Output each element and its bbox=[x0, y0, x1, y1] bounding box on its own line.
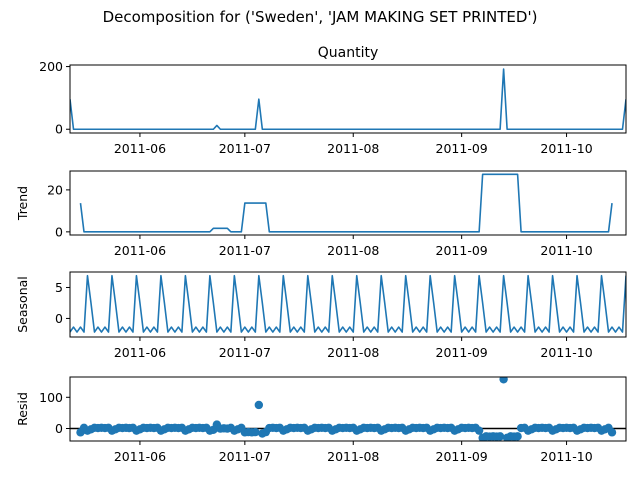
xtick-label-observed-2011-06: 2011-06 bbox=[114, 141, 166, 156]
xtick-label-observed-2011-10: 2011-10 bbox=[540, 141, 592, 156]
panel-trend: 0 20 2011-06 2011-07 2011-08 2011-09 2011-10 Tr… bbox=[15, 170, 627, 258]
ytick-label-seasonal-5: 5 bbox=[55, 280, 63, 295]
series-observed bbox=[70, 68, 626, 131]
resid-point-120 bbox=[495, 432, 505, 441]
resid-point-125 bbox=[513, 432, 522, 441]
ylabel-seasonal: Seasonal bbox=[15, 276, 30, 333]
line-observed bbox=[70, 68, 626, 131]
line-seasonal bbox=[70, 274, 626, 333]
ytick-label-seasonal-0: 0 bbox=[55, 311, 63, 326]
xtick-label-seasonal-2011-08: 2011-08 bbox=[327, 345, 379, 360]
series-seasonal bbox=[70, 274, 626, 333]
xtick-label-observed-2011-07: 2011-07 bbox=[219, 141, 271, 156]
ytick-label-resid-100: 100 bbox=[39, 390, 63, 405]
resid-point-152 bbox=[607, 428, 617, 437]
xtick-label-resid-2011-07: 2011-07 bbox=[219, 449, 271, 464]
panel-seasonal: 0 5 2011-06 2011-07 2011-08 2011-09 2011-10 Sea… bbox=[15, 271, 627, 360]
xtick-label-resid-2011-10: 2011-10 bbox=[540, 449, 592, 464]
xtick-label-resid-2011-06: 2011-06 bbox=[114, 449, 166, 464]
xtick-label-trend-2011-10: 2011-10 bbox=[540, 243, 592, 258]
figure-title: Decomposition for ('Sweden', 'JAM MAKING… bbox=[103, 8, 538, 26]
panel-title-observed: Quantity bbox=[318, 45, 379, 61]
ytick-label-observed-200: 200 bbox=[39, 59, 63, 74]
ytick-label-trend-20: 20 bbox=[47, 182, 63, 197]
axes-frame-seasonal bbox=[69, 271, 627, 338]
series-resid bbox=[70, 377, 626, 441]
xtick-label-seasonal-2011-09: 2011-09 bbox=[436, 345, 488, 360]
series-trend bbox=[79, 173, 613, 233]
xtick-label-resid-2011-09: 2011-09 bbox=[436, 449, 488, 464]
line-trend bbox=[79, 173, 613, 233]
xtick-label-trend-2011-06: 2011-06 bbox=[114, 243, 166, 258]
ytick-label-trend-0: 0 bbox=[55, 224, 63, 239]
axes-frame-resid bbox=[69, 376, 627, 442]
xtick-label-observed-2011-09: 2011-09 bbox=[436, 141, 488, 156]
axes-frame-trend bbox=[69, 170, 627, 236]
ylabel-trend: Trend bbox=[15, 186, 30, 221]
xtick-label-resid-2011-08: 2011-08 bbox=[327, 449, 379, 464]
xtick-label-trend-2011-07: 2011-07 bbox=[219, 243, 271, 258]
xtick-label-seasonal-2011-07: 2011-07 bbox=[219, 345, 271, 360]
ylabel-resid: Resid bbox=[15, 392, 30, 426]
axes-frame-observed bbox=[69, 64, 627, 134]
xtick-label-trend-2011-09: 2011-09 bbox=[436, 243, 488, 258]
ytick-label-resid-0: 0 bbox=[55, 421, 63, 436]
xtick-label-seasonal-2011-06: 2011-06 bbox=[114, 345, 166, 360]
resid-point-51 bbox=[254, 400, 264, 410]
resid-point-121 bbox=[499, 377, 508, 384]
xtick-label-trend-2011-08: 2011-08 bbox=[327, 243, 379, 258]
resid-point-50 bbox=[251, 427, 260, 437]
xtick-label-seasonal-2011-10: 2011-10 bbox=[540, 345, 592, 360]
panel-resid: 0 100 2011-06 2011-07 2011-08 2011-09 2011-10 R… bbox=[15, 376, 627, 464]
ytick-label-observed-0: 0 bbox=[55, 122, 63, 137]
xtick-label-observed-2011-08: 2011-08 bbox=[327, 141, 379, 156]
panel-observed: Quantity 0 200 2011-06 2011-07 2011-08 2011-09… bbox=[39, 45, 627, 156]
resid-point-114 bbox=[474, 426, 484, 435]
